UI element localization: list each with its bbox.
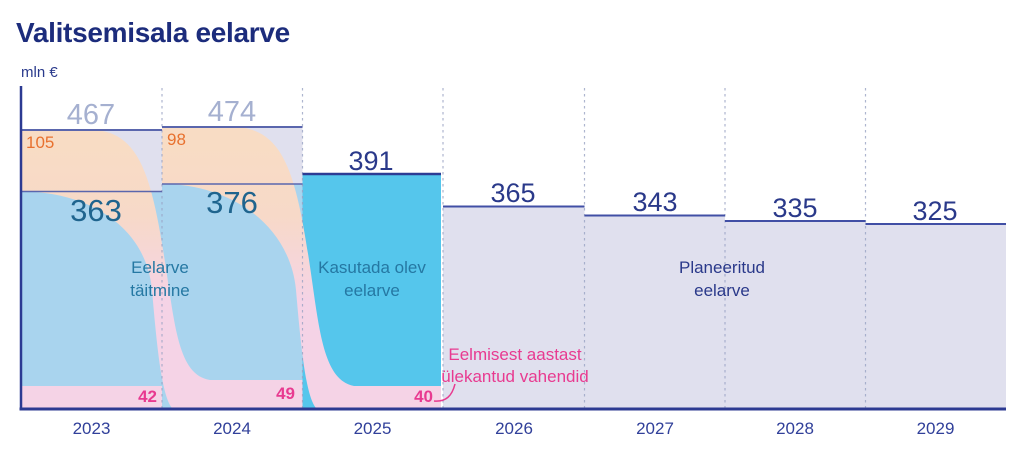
carryover-value-2025: 40 xyxy=(414,387,433,406)
planned-budget-label: Planeeritud eelarve xyxy=(678,258,765,301)
page-title: Valitsemisala eelarve xyxy=(16,17,290,48)
total-value-2023: 467 xyxy=(66,99,116,131)
year-label-2029: 2029 xyxy=(916,419,955,438)
available-budget-label: Kasutada olev eelarve xyxy=(318,258,426,301)
column-2029-planned-area xyxy=(865,224,1006,409)
unit-label: mln € xyxy=(21,64,58,81)
year-label-2025: 2025 xyxy=(353,419,392,438)
year-label-2023: 2023 xyxy=(72,419,111,438)
available-value-2025: 391 xyxy=(348,146,394,176)
flow-2024-to-2025 xyxy=(162,127,441,409)
executed-value-2024: 376 xyxy=(206,185,258,220)
planned-value-2029: 325 xyxy=(912,196,958,226)
planned-value-2028: 335 xyxy=(772,193,818,223)
executed-value-2023: 363 xyxy=(70,193,122,228)
year-label-2028: 2028 xyxy=(776,419,814,438)
budget-level-lines xyxy=(21,126,1006,225)
column-2026-planned-area xyxy=(443,206,585,409)
carryover-annotation: Eelmisest aastast ülekantud vahendid xyxy=(441,345,589,387)
year-label-2026: 2026 xyxy=(495,419,533,438)
year-label-2027: 2027 xyxy=(636,419,674,438)
column-2027-planned-area xyxy=(584,215,725,409)
carryover-value-2023: 42 xyxy=(138,387,157,406)
unspent-value-2023: 105 xyxy=(26,133,55,152)
carryover-annotation-arrow xyxy=(433,383,456,402)
year-label-2024: 2024 xyxy=(213,419,251,438)
column-2028-planned-area xyxy=(725,221,866,409)
execution-label: Eelarve täitmine xyxy=(130,258,190,301)
unspent-value-2024: 98 xyxy=(167,130,186,149)
carryover-value-2024: 49 xyxy=(276,384,295,403)
planned-value-2026: 365 xyxy=(490,178,536,208)
planned-value-2027: 343 xyxy=(632,187,678,217)
column-2023-carryover-band xyxy=(21,386,162,409)
total-value-2024: 474 xyxy=(207,96,257,128)
